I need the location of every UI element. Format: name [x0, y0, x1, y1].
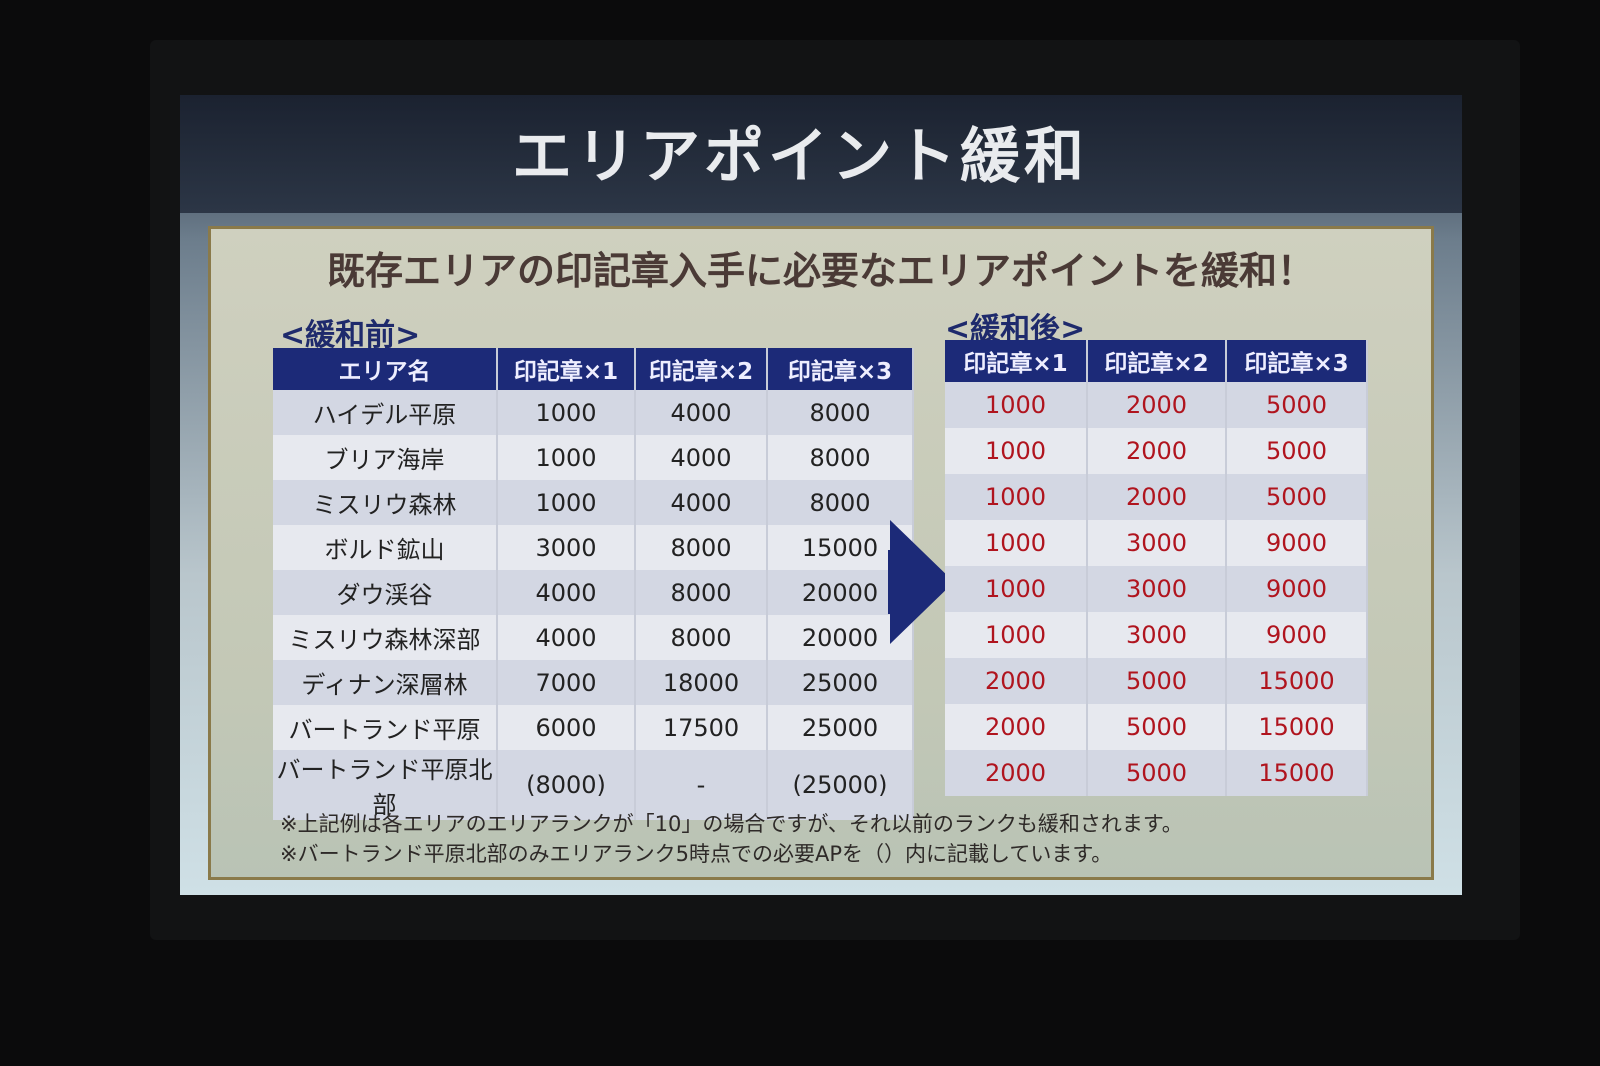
after-table-cell: 2000 — [1087, 474, 1227, 520]
before-table-cell: 8000 — [635, 525, 768, 570]
after-table-cell: 9000 — [1226, 612, 1368, 658]
before-table-row: ブリア海岸 1000 4000 8000 — [273, 435, 914, 480]
after-table-cell: 2000 — [945, 750, 1088, 796]
before-table-cell: 7000 — [497, 660, 636, 705]
after-table-row: 2000 5000 15000 — [945, 704, 1368, 750]
before-table-cell: 4000 — [635, 480, 768, 525]
before-table-row: バートランド平原 6000 17500 25000 — [273, 705, 914, 750]
footnote-1: ※上記例は各エリアのエリアランクが「10」の場合ですが、それ以前のランクも緩和さ… — [280, 812, 1183, 836]
before-table-cell: 15000 — [767, 525, 914, 570]
after-table-cell: 3000 — [1087, 520, 1227, 566]
before-table-cell: ダウ渓谷 — [273, 570, 498, 615]
before-table-row: ボルド鉱山 3000 8000 15000 — [273, 525, 914, 570]
before-table-cell: 4000 — [497, 570, 636, 615]
after-table-cell: 2000 — [1087, 382, 1227, 428]
after-table-cell: 3000 — [1087, 566, 1227, 612]
after-table-row: 1000 2000 5000 — [945, 474, 1368, 520]
before-table-cell: 8000 — [767, 435, 914, 480]
after-table-cell: 15000 — [1226, 658, 1368, 704]
before-table-cell: 8000 — [635, 615, 768, 660]
before-table-cell: 4000 — [635, 390, 768, 435]
after-table-cell: 1000 — [945, 566, 1088, 612]
before-table-cell: ミスリウ森林 — [273, 480, 498, 525]
after-table-cell: 1000 — [945, 382, 1088, 428]
before-header-cell: 印記章×1 — [497, 348, 636, 390]
before-table-row: バートランド平原北部 (8000) - (25000) — [273, 750, 914, 820]
after-table: 印記章×1 印記章×2 印記章×3 1000 2000 5000 1000 2000 5000… — [945, 340, 1368, 796]
before-table-row: ミスリウ森林 1000 4000 8000 — [273, 480, 914, 525]
after-table-cell: 5000 — [1087, 704, 1227, 750]
after-table-row: 1000 3000 9000 — [945, 520, 1368, 566]
before-table-cell: 6000 — [497, 705, 636, 750]
after-table-cell: 15000 — [1226, 704, 1368, 750]
before-table-cell: バートランド平原 — [273, 705, 498, 750]
before-table-cell: 25000 — [767, 705, 914, 750]
after-table-cell: 5000 — [1226, 474, 1368, 520]
before-table-cell: 8000 — [635, 570, 768, 615]
after-table-row: 1000 3000 9000 — [945, 566, 1368, 612]
after-table-cell: 5000 — [1226, 382, 1368, 428]
before-table-cell: 4000 — [635, 435, 768, 480]
after-table-cell: 9000 — [1226, 520, 1368, 566]
after-table-cell: 5000 — [1087, 750, 1227, 796]
after-table-cell: 5000 — [1087, 658, 1227, 704]
before-table-cell: 20000 — [767, 615, 914, 660]
before-table-cell: ボルド鉱山 — [273, 525, 498, 570]
before-table-cell: 25000 — [767, 660, 914, 705]
after-table-cell: 15000 — [1226, 750, 1368, 796]
before-table-cell: 8000 — [767, 390, 914, 435]
after-table-row: 1000 2000 5000 — [945, 428, 1368, 474]
footnote-2: ※バートランド平原北部のみエリアランク5時点での必要APを（）内に記載しています… — [280, 842, 1113, 866]
after-table-row: 1000 2000 5000 — [945, 382, 1368, 428]
title-bar — [180, 95, 1462, 213]
slide-title: エリアポイント緩和 — [512, 122, 1088, 192]
before-table-cell: (25000) — [767, 750, 914, 820]
after-table-cell: 3000 — [1087, 612, 1227, 658]
before-header-cell: 印記章×3 — [767, 348, 914, 390]
before-table-row: ダウ渓谷 4000 8000 20000 — [273, 570, 914, 615]
after-table-cell: 5000 — [1226, 428, 1368, 474]
before-table-cell: 8000 — [767, 480, 914, 525]
before-table-cell: ミスリウ森林深部 — [273, 615, 498, 660]
before-table-row: ディナン深層林 7000 18000 25000 — [273, 660, 914, 705]
after-table-cell: 1000 — [945, 474, 1088, 520]
slide-subtitle: 既存エリアの印記章入手に必要なエリアポイントを緩和！ — [326, 249, 1315, 293]
before-table-row: ハイデル平原 1000 4000 8000 — [273, 390, 914, 435]
before-table-cell: 4000 — [497, 615, 636, 660]
before-table: エリア名 印記章×1 印記章×2 印記章×3 ハイデル平原 1000 4000 8000 ブリ… — [273, 348, 914, 820]
after-table-row: 1000 3000 9000 — [945, 612, 1368, 658]
after-header-cell: 印記章×1 — [945, 340, 1088, 382]
before-table-cell: 3000 — [497, 525, 636, 570]
after-table-cell: 9000 — [1226, 566, 1368, 612]
right-arrow-icon — [890, 520, 954, 644]
after-header-cell: 印記章×2 — [1087, 340, 1227, 382]
before-table-cell: 1000 — [497, 435, 636, 480]
before-header-cell: 印記章×2 — [635, 348, 768, 390]
after-table-cell: 2000 — [945, 658, 1088, 704]
before-label: <緩和前> — [280, 318, 421, 353]
before-table-cell: 18000 — [635, 660, 768, 705]
before-table-row: ミスリウ森林深部 4000 8000 20000 — [273, 615, 914, 660]
after-table-row: 2000 5000 15000 — [945, 750, 1368, 796]
before-table-cell: バートランド平原北部 — [273, 750, 498, 820]
after-header-cell: 印記章×3 — [1226, 340, 1368, 382]
before-table-cell: 1000 — [497, 480, 636, 525]
after-table-row: 2000 5000 15000 — [945, 658, 1368, 704]
before-table-cell: ブリア海岸 — [273, 435, 498, 480]
before-table-cell: ディナン深層林 — [273, 660, 498, 705]
before-table-cell: 1000 — [497, 390, 636, 435]
after-table-cell: 1000 — [945, 520, 1088, 566]
before-table-cell: 17500 — [635, 705, 768, 750]
after-table-cell: 2000 — [945, 704, 1088, 750]
before-table-cell: (8000) — [497, 750, 636, 820]
after-table-cell: 1000 — [945, 612, 1088, 658]
before-header-cell: エリア名 — [273, 348, 498, 390]
before-table-cell: ハイデル平原 — [273, 390, 498, 435]
after-table-cell: 1000 — [945, 428, 1088, 474]
before-table-cell: - — [635, 750, 768, 820]
after-table-cell: 2000 — [1087, 428, 1227, 474]
